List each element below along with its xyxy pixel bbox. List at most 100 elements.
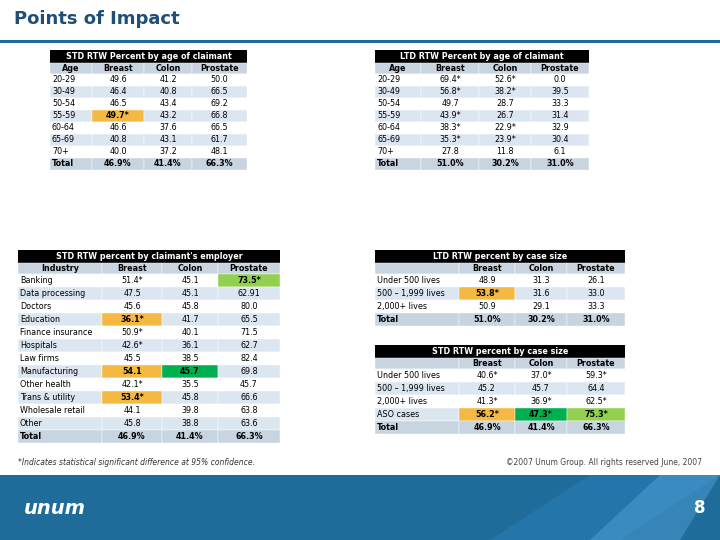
Text: LTD RTW Percent by age of claimant: LTD RTW Percent by age of claimant [400, 52, 564, 61]
Text: Law firms: Law firms [20, 354, 59, 363]
Text: Breast: Breast [472, 359, 502, 368]
Text: 60-64: 60-64 [377, 124, 400, 132]
Polygon shape [590, 475, 720, 540]
Text: 38.3*: 38.3* [439, 124, 461, 132]
Text: 49.7*: 49.7* [106, 111, 130, 120]
Text: 38.5: 38.5 [181, 354, 199, 363]
Bar [421, 63, 479, 74]
Text: Finance insurance: Finance insurance [20, 328, 92, 337]
Bar [92, 86, 144, 98]
Text: 45.8: 45.8 [181, 393, 199, 402]
Text: 35.5: 35.5 [181, 380, 199, 389]
Bar [479, 74, 531, 86]
Bar [18, 274, 102, 287]
Bar [18, 404, 102, 417]
Bar [162, 263, 218, 274]
Bar [375, 110, 421, 122]
Bar [459, 369, 515, 382]
Text: 65-69: 65-69 [377, 136, 400, 145]
Bar [218, 274, 280, 287]
Text: 43.9*: 43.9* [439, 111, 461, 120]
Text: 49.7: 49.7 [441, 99, 459, 109]
Text: 28.7: 28.7 [496, 99, 514, 109]
Text: 30-49: 30-49 [52, 87, 75, 97]
Text: 71.5: 71.5 [240, 328, 258, 337]
Text: 45.6: 45.6 [123, 302, 141, 311]
Text: 63.8: 63.8 [240, 406, 258, 415]
Bar [144, 63, 192, 74]
Bar [421, 122, 479, 134]
Bar [102, 313, 162, 326]
Bar [218, 263, 280, 274]
Bar [375, 98, 421, 110]
Bar [0, 475, 720, 540]
Text: 40.8: 40.8 [109, 136, 127, 145]
Bar [192, 86, 247, 98]
Text: 66.5: 66.5 [211, 124, 228, 132]
Bar [421, 110, 479, 122]
Text: 45.8: 45.8 [123, 419, 141, 428]
Text: 54.1: 54.1 [122, 367, 142, 376]
Bar [102, 263, 162, 274]
Bar [459, 421, 515, 434]
Bar [218, 430, 280, 443]
Text: Under 500 lives: Under 500 lives [377, 371, 440, 380]
Bar [144, 110, 192, 122]
Text: 46.9%: 46.9% [118, 432, 146, 441]
Text: 38.8: 38.8 [181, 419, 199, 428]
Bar [375, 134, 421, 146]
Text: 44.1: 44.1 [123, 406, 140, 415]
Bar [162, 378, 218, 391]
Text: 8: 8 [694, 499, 706, 517]
Text: 20-29: 20-29 [52, 76, 76, 84]
Bar [192, 134, 247, 146]
Text: 75.3*: 75.3* [584, 410, 608, 419]
Bar [515, 408, 567, 421]
Text: 45.1: 45.1 [181, 276, 199, 285]
Text: 37.0*: 37.0* [530, 371, 552, 380]
Text: 51.0%: 51.0% [436, 159, 464, 168]
Text: 65-69: 65-69 [52, 136, 75, 145]
Text: 33.0: 33.0 [588, 289, 605, 298]
Text: 20-29: 20-29 [377, 76, 400, 84]
Bar [567, 274, 625, 287]
Bar [102, 404, 162, 417]
Text: Prostate: Prostate [577, 264, 616, 273]
Text: 55-59: 55-59 [377, 111, 400, 120]
Bar [459, 395, 515, 408]
Text: 66.3%: 66.3% [206, 159, 233, 168]
Text: 2,000+ lives: 2,000+ lives [377, 397, 427, 406]
Text: 33.3: 33.3 [552, 99, 569, 109]
Bar [567, 395, 625, 408]
Text: Prostate: Prostate [200, 64, 239, 73]
Text: 80.0: 80.0 [240, 302, 258, 311]
Text: 66.3%: 66.3% [235, 432, 263, 441]
Text: 500 – 1,999 lives: 500 – 1,999 lives [377, 289, 445, 298]
Text: 41.4%: 41.4% [154, 159, 182, 168]
Bar [375, 313, 459, 326]
Polygon shape [490, 475, 720, 540]
Bar [375, 63, 421, 74]
Bar [18, 352, 102, 365]
Bar [92, 98, 144, 110]
Bar [162, 430, 218, 443]
Text: 30.2%: 30.2% [491, 159, 519, 168]
Text: 46.4: 46.4 [109, 87, 127, 97]
Bar [92, 146, 144, 158]
Text: 31.0%: 31.0% [582, 315, 610, 324]
Text: 40.8: 40.8 [159, 87, 176, 97]
Text: 22.9*: 22.9* [494, 124, 516, 132]
Text: 45.7: 45.7 [532, 384, 550, 393]
Bar [144, 98, 192, 110]
Text: Total: Total [20, 432, 42, 441]
Bar [459, 358, 515, 369]
Bar [479, 146, 531, 158]
Text: 31.4: 31.4 [552, 111, 569, 120]
Bar [18, 430, 102, 443]
Bar [18, 263, 102, 274]
Text: 42.1*: 42.1* [121, 380, 143, 389]
Bar [92, 110, 144, 122]
Bar [162, 417, 218, 430]
Text: Age: Age [62, 64, 80, 73]
Text: 69.4*: 69.4* [439, 76, 461, 84]
